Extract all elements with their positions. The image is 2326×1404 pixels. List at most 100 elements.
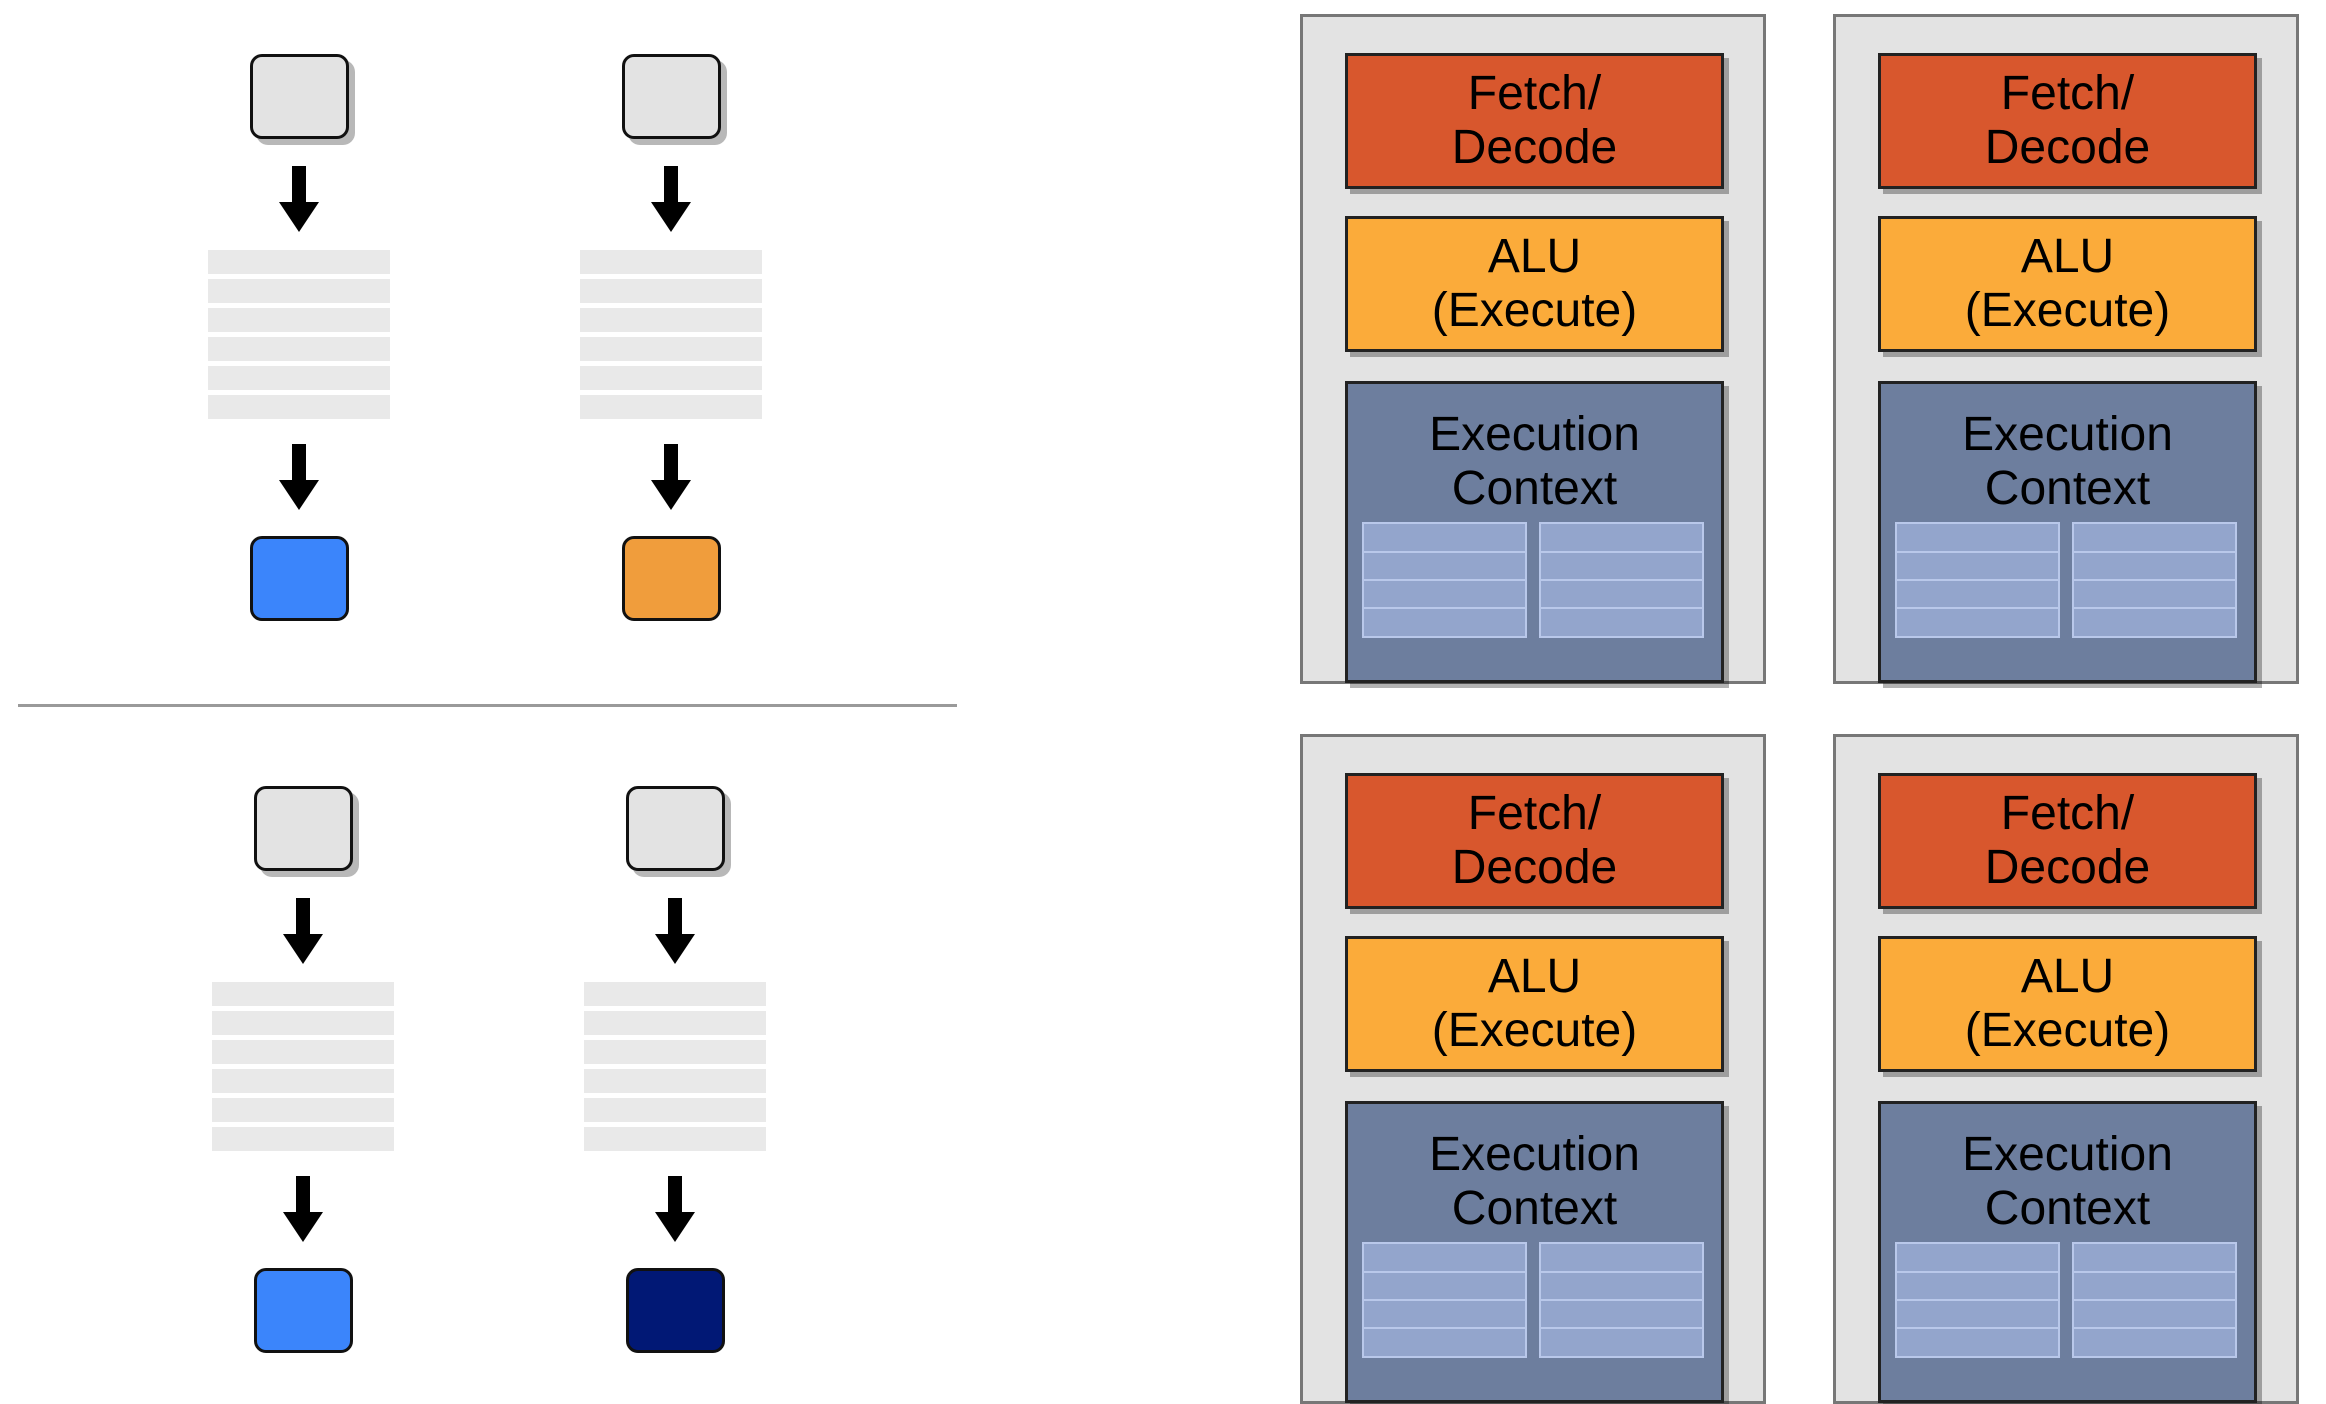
input-data-box (254, 786, 353, 871)
alu-execute-unit-label: ALU (2020, 230, 2115, 283)
instruction-stream-block (208, 250, 390, 426)
instruction-line (584, 982, 766, 1006)
register-divider (1364, 1327, 1525, 1329)
processor-core: Fetch/Decode ALU (Execute) Execution Context (1833, 734, 2299, 1404)
fetch-decode-unit-label: Fetch/ (2000, 67, 2135, 120)
instruction-line (208, 308, 390, 332)
register-divider (1897, 1271, 2058, 1273)
register-divider (2074, 551, 2235, 553)
divider-line (18, 704, 957, 707)
input-data-box (626, 786, 725, 871)
register-bank (1362, 522, 1527, 638)
execution-context-unit-label: Execution (1429, 408, 1640, 461)
execution-context-unit: Execution Context (1878, 1101, 2257, 1403)
fetch-decode-unit-label: Fetch/ (1467, 787, 1602, 840)
register-file (1895, 522, 2237, 638)
instruction-line (580, 279, 762, 303)
output-result-box (626, 1268, 725, 1353)
down-arrow-icon (279, 166, 319, 234)
input-data-box (250, 54, 349, 139)
processor-core: Fetch/Decode ALU (Execute) Execution Context (1300, 14, 1766, 684)
instruction-line (580, 337, 762, 361)
register-bank (1539, 1242, 1704, 1358)
output-result-box (250, 536, 349, 621)
instruction-line (212, 982, 394, 1006)
register-divider (1897, 579, 2058, 581)
alu-execute-unit-label: ALU (1487, 230, 1582, 283)
register-divider (1897, 551, 2058, 553)
fetch-decode-unit: Fetch/Decode (1878, 773, 2257, 909)
instruction-line (208, 395, 390, 419)
register-divider (1897, 1327, 2058, 1329)
register-divider (1897, 607, 2058, 609)
register-divider (2074, 579, 2235, 581)
register-bank (1539, 522, 1704, 638)
register-divider (1364, 607, 1525, 609)
down-arrow-icon (279, 444, 319, 512)
register-file (1362, 1242, 1704, 1358)
register-divider (1364, 579, 1525, 581)
down-arrow-icon (651, 444, 691, 512)
register-divider (1897, 1299, 2058, 1301)
down-arrow-icon (283, 1176, 323, 1244)
alu-execute-unit-label: (Execute) (1431, 284, 1638, 337)
instruction-line (208, 366, 390, 390)
instruction-stream-block (580, 250, 762, 426)
down-arrow-icon (655, 898, 695, 966)
instruction-stream-block (584, 982, 766, 1158)
fetch-decode-unit: Fetch/Decode (1345, 53, 1724, 189)
instruction-line (212, 1069, 394, 1093)
alu-execute-unit: ALU (Execute) (1878, 936, 2257, 1072)
output-result-box (254, 1268, 353, 1353)
input-data-box (622, 54, 721, 139)
register-divider (2074, 1327, 2235, 1329)
execution-context-unit-label: Context (1984, 1182, 2151, 1235)
fetch-decode-unit-label: Decode (1984, 121, 2151, 174)
register-divider (1541, 1327, 1702, 1329)
instruction-line (580, 250, 762, 274)
register-bank (2072, 522, 2237, 638)
alu-execute-unit-label: (Execute) (1431, 1004, 1638, 1057)
instruction-line (584, 1127, 766, 1151)
down-arrow-icon (283, 898, 323, 966)
register-divider (1541, 1299, 1702, 1301)
register-bank (1895, 1242, 2060, 1358)
fetch-decode-unit-label: Fetch/ (1467, 67, 1602, 120)
instruction-line (212, 1127, 394, 1151)
register-bank (2072, 1242, 2237, 1358)
processor-core: Fetch/Decode ALU (Execute) Execution Context (1833, 14, 2299, 684)
register-bank (1362, 1242, 1527, 1358)
instruction-line (584, 1011, 766, 1035)
down-arrow-icon (651, 166, 691, 234)
fetch-decode-unit: Fetch/Decode (1345, 773, 1724, 909)
alu-execute-unit-label: ALU (1487, 950, 1582, 1003)
down-arrow-icon (655, 1176, 695, 1244)
execution-context-unit-label: Execution (1962, 1128, 2173, 1181)
instruction-line (208, 250, 390, 274)
alu-execute-unit-label: (Execute) (1964, 1004, 2171, 1057)
alu-execute-unit: ALU (Execute) (1345, 936, 1724, 1072)
fetch-decode-unit-label: Fetch/ (2000, 787, 2135, 840)
register-file (1895, 1242, 2237, 1358)
instruction-line (580, 395, 762, 419)
instruction-line (208, 279, 390, 303)
execution-context-unit: Execution Context (1345, 1101, 1724, 1403)
fetch-decode-unit-label: Decode (1451, 121, 1618, 174)
instruction-line (584, 1069, 766, 1093)
fetch-decode-unit-label: Decode (1984, 841, 2151, 894)
output-result-box (622, 536, 721, 621)
register-divider (1364, 551, 1525, 553)
register-bank (1895, 522, 2060, 638)
instruction-line (212, 1098, 394, 1122)
execution-context-unit-label: Context (1984, 462, 2151, 515)
register-divider (1364, 1271, 1525, 1273)
register-divider (2074, 1299, 2235, 1301)
execution-context-unit-label: Execution (1962, 408, 2173, 461)
instruction-line (580, 308, 762, 332)
register-divider (2074, 1271, 2235, 1273)
register-divider (1541, 579, 1702, 581)
register-divider (1541, 551, 1702, 553)
execution-context-unit-label: Context (1451, 462, 1618, 515)
alu-execute-unit: ALU (Execute) (1345, 216, 1724, 352)
instruction-line (208, 337, 390, 361)
